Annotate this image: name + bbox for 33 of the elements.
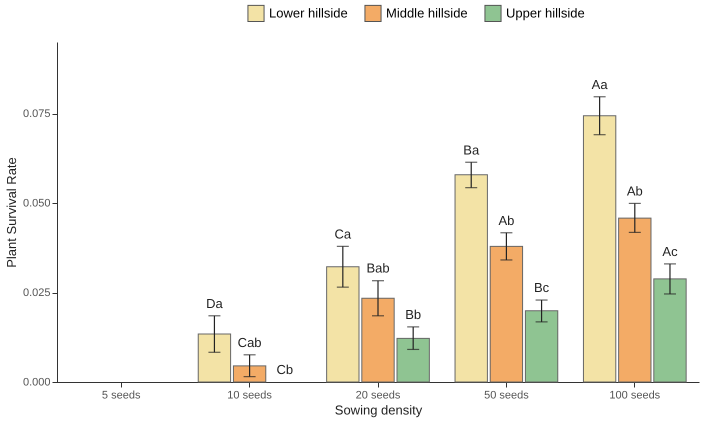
data-label: Da — [206, 296, 224, 311]
bar — [396, 338, 430, 382]
data-label: Ab — [626, 183, 643, 198]
bar — [232, 365, 266, 382]
x-tick-label: 20 seeds — [356, 390, 401, 402]
x-tick-label: 100 seeds — [609, 390, 661, 402]
text: Cb — [276, 362, 294, 377]
data-label: Ac — [662, 244, 678, 259]
y-tick-label: 0.075 — [22, 108, 50, 120]
x-tick-label: 50 seeds — [484, 390, 530, 402]
legend-label: Upper hillside — [506, 5, 585, 20]
bar — [653, 278, 687, 382]
legend-label: Lower hillside — [269, 5, 348, 20]
y-axis-title: Plant Survival Rate — [4, 157, 19, 268]
x-axis-title: Sowing density — [334, 402, 423, 418]
data-label: Cab — [238, 334, 262, 350]
y-tick-label: 0.025 — [22, 287, 50, 300]
data-label: Bb — [405, 306, 422, 322]
data-label: Ab — [498, 212, 514, 228]
legend-label: Middle hillside — [386, 5, 468, 20]
data-label: Bab — [366, 260, 390, 276]
data-label: Aa — [592, 76, 608, 92]
data-label: Ba — [463, 142, 480, 158]
x-tick-label: 10 seeds — [227, 390, 272, 402]
bar — [326, 266, 360, 382]
bar — [524, 310, 558, 382]
data-label: Bc — [534, 280, 550, 296]
y-tick-label: 0.050 — [22, 198, 50, 210]
x-tick-label: 5 seeds — [102, 390, 141, 402]
bar — [198, 334, 232, 382]
bar — [361, 298, 395, 382]
y-tick-label: 0.000 — [22, 376, 50, 388]
data-label: Ca — [334, 226, 352, 242]
